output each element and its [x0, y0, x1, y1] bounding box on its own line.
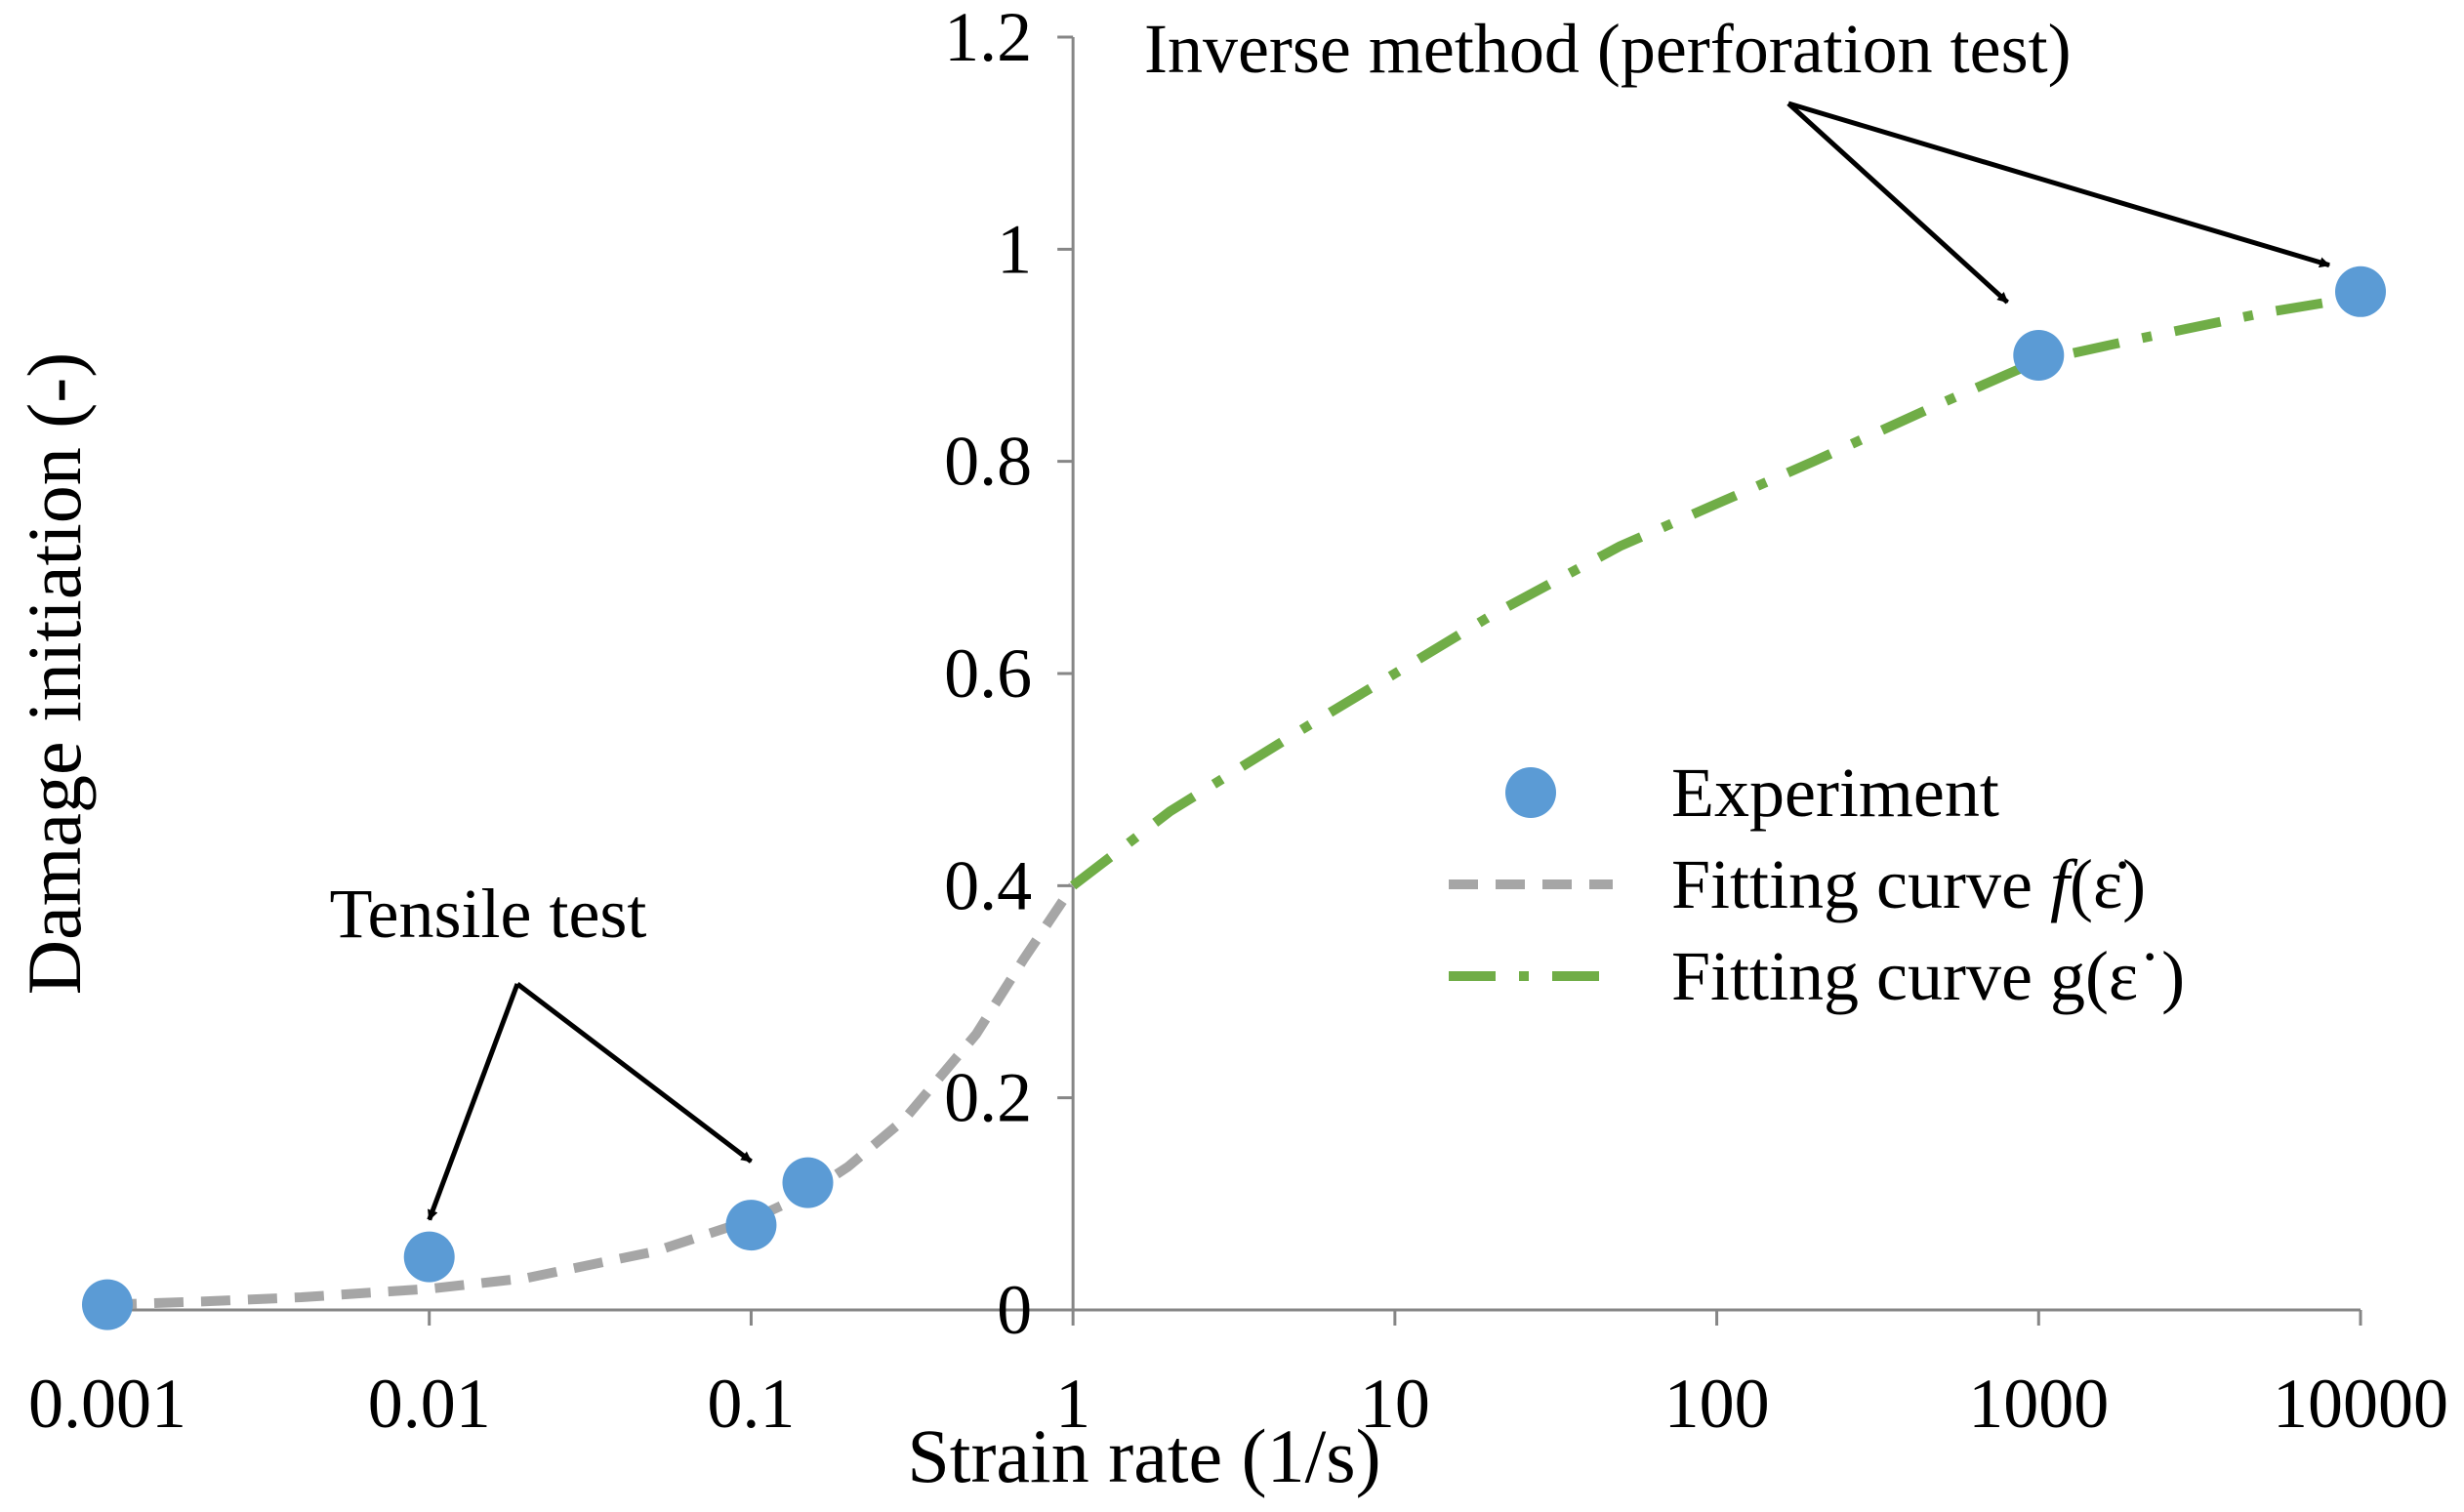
- inverse-annotation-arrow: [1787, 101, 2331, 268]
- x-tick-label: 0.1: [707, 1365, 795, 1443]
- tensile-annotation-arrow: [515, 982, 753, 1164]
- tensile-annotation-label: Tensile test: [330, 875, 647, 953]
- legend-prefix: Fitting curve: [1671, 845, 2050, 923]
- y-tick-label: 0.2: [944, 1059, 1032, 1137]
- experiment-point: [725, 1200, 777, 1251]
- fitting-curves: [106, 292, 2361, 1310]
- y-tick-label: 0.4: [944, 846, 1032, 924]
- legend-f-label: Fitting curve f(ε̇): [1671, 845, 2146, 923]
- experiment-point: [2013, 330, 2065, 381]
- x-tick-label: 10000: [2273, 1365, 2448, 1443]
- x-tick-label: 1: [1055, 1365, 1090, 1443]
- experiment-point: [82, 1279, 133, 1330]
- axes: 0.001 0.01 0.1 1 10 100 1000 10000 0 0.2 0.4 0.6 0.…: [28, 0, 2448, 1443]
- experiment-points: [82, 266, 2386, 1330]
- y-tick-label: 0: [997, 1271, 1032, 1349]
- fitting-curve-f-line: [106, 882, 1078, 1310]
- x-tick-label: 0.001: [28, 1365, 186, 1443]
- y-axis-title: Damage initiation (-): [12, 352, 97, 995]
- annotations: Tensile test Inverse method (perforation …: [330, 10, 2331, 1221]
- y-tick-label: 0.8: [944, 423, 1032, 501]
- legend-func-arg: (ε˙): [2085, 937, 2185, 1015]
- experiment-point: [403, 1231, 455, 1283]
- x-tick-label: 0.01: [368, 1365, 491, 1443]
- legend-func-name: g: [2050, 937, 2085, 1015]
- inverse-annotation-arrow: [1786, 102, 2010, 305]
- experiment-point: [2335, 266, 2386, 317]
- x-tick-label: 1000: [1968, 1365, 2109, 1443]
- legend-g-label: Fitting curve g(ε˙): [1671, 937, 2185, 1015]
- y-tick-label: 1.2: [944, 0, 1032, 76]
- x-tick-label: 100: [1664, 1365, 1770, 1443]
- experiment-point: [782, 1157, 834, 1208]
- legend-experiment-marker: [1505, 767, 1556, 818]
- legend-experiment-label: Experiment: [1671, 754, 1999, 832]
- fitting-curve-g-line: [1070, 292, 2361, 890]
- y-tick-label: 1: [997, 210, 1032, 288]
- x-axis-title: Strain rate (1/s): [907, 1413, 1380, 1498]
- legend-prefix: Fitting curve: [1671, 937, 2050, 1015]
- x-tick-label: 10: [1360, 1365, 1430, 1443]
- inverse-annotation-label: Inverse method (perforation test): [1144, 10, 2072, 88]
- x-ticks: 0.001 0.01 0.1 1 10 100 1000 10000: [28, 1310, 2448, 1443]
- legend-func-arg: (ε̇): [2070, 845, 2146, 923]
- tensile-annotation-arrow: [427, 983, 520, 1221]
- y-ticks: 0 0.2 0.4 0.6 0.8 1 1.2: [944, 0, 1074, 1349]
- y-tick-label: 0.6: [944, 634, 1032, 713]
